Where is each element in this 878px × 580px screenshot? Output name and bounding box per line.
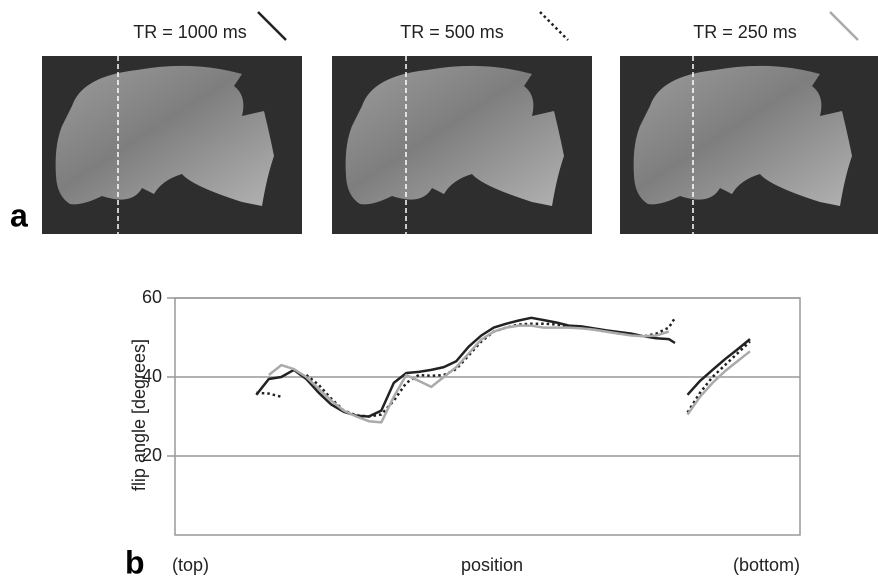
legend-label: TR = 250 ms xyxy=(693,22,797,42)
panel-label: a xyxy=(10,197,28,233)
mri-image-1 xyxy=(42,56,302,234)
series-line xyxy=(255,316,751,418)
legend-label: TR = 1000 ms xyxy=(133,22,247,42)
legend-swatch xyxy=(257,11,287,41)
legend-label: TR = 500 ms xyxy=(400,22,504,42)
x-start-label: (top) xyxy=(172,555,209,575)
series-line xyxy=(256,317,751,418)
y-tick-label: 40 xyxy=(142,366,162,386)
series-line xyxy=(268,324,751,424)
y-tick-label: 60 xyxy=(142,287,162,307)
y-axis-label: flip angle [degrees] xyxy=(129,339,149,491)
mri-image-2 xyxy=(332,56,592,234)
mri-image-3 xyxy=(620,56,878,234)
x-end-label: (bottom) xyxy=(733,555,800,575)
panel-label: b xyxy=(125,544,145,580)
x-axis-label: position xyxy=(461,555,523,575)
plot-frame xyxy=(174,297,801,536)
y-tick-label: 20 xyxy=(142,445,162,465)
legend-swatch xyxy=(829,11,859,41)
legend-swatch xyxy=(539,11,569,41)
